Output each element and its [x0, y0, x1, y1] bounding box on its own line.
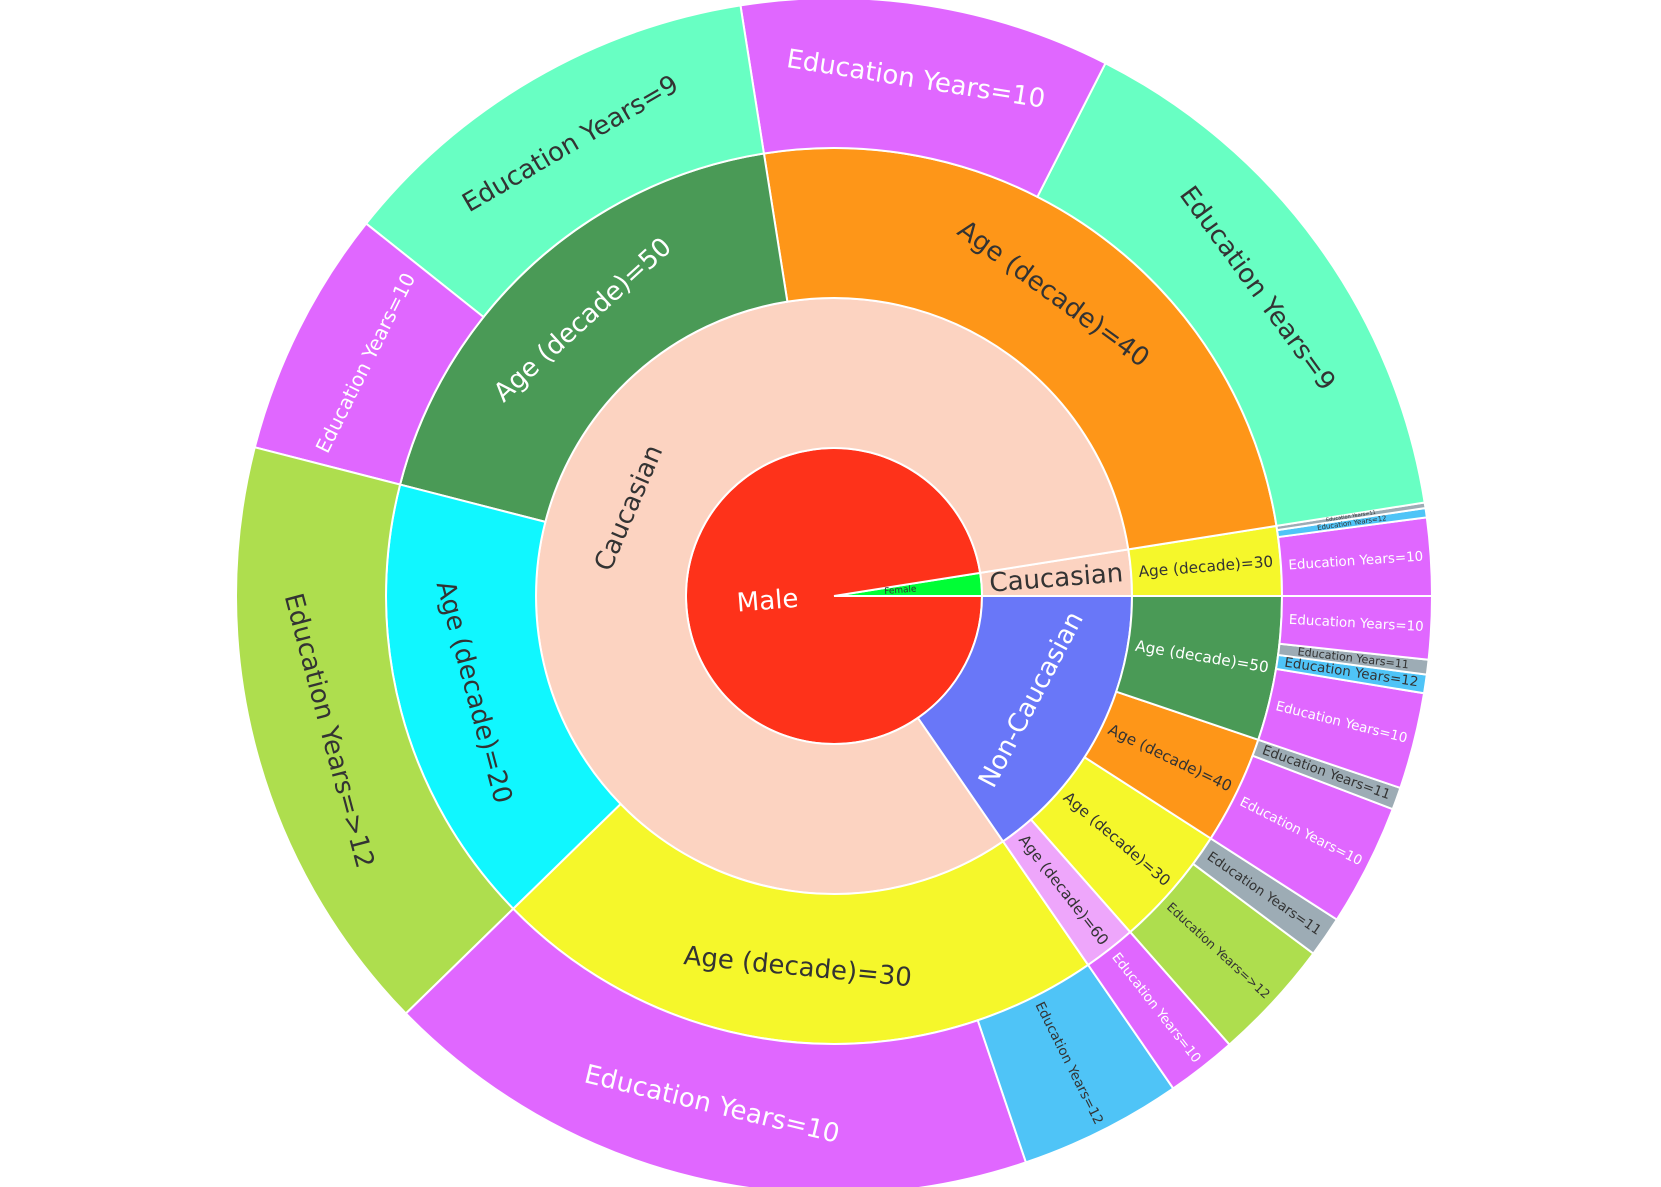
- sunburst-segments: [235, 0, 1434, 1187]
- segment-male-caucasian-age-decade-30-education-years-10[interactable]: [404, 907, 1028, 1187]
- segment-male-non-caucasian-age-decade-50-education-years-10[interactable]: [1278, 595, 1434, 661]
- segment-male[interactable]: [685, 447, 984, 745]
